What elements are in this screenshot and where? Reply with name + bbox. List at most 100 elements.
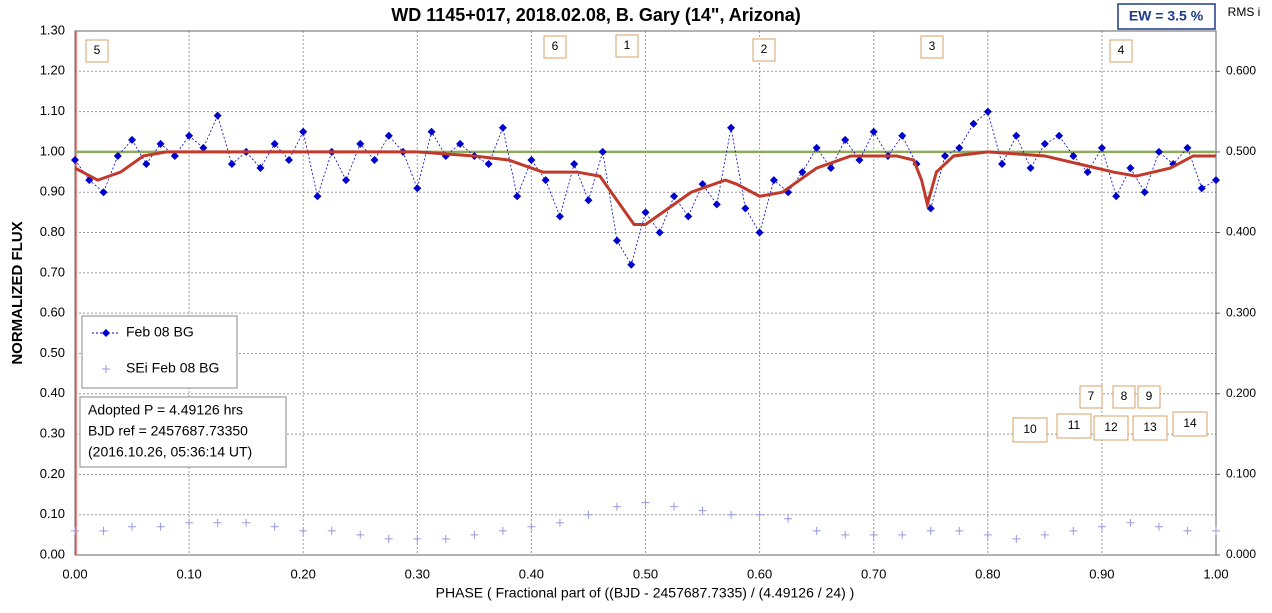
x-tick-label: 0.40 bbox=[519, 566, 544, 581]
data-point bbox=[1026, 164, 1035, 173]
data-point bbox=[641, 208, 650, 217]
data-point bbox=[555, 518, 564, 527]
info-line: BJD ref = 2457687.73350 bbox=[88, 423, 248, 439]
legend-label: SEi Feb 08 BG bbox=[126, 360, 219, 376]
x-axis-label: PHASE ( Fractional part of ((BJD - 24576… bbox=[436, 585, 855, 601]
data-point bbox=[598, 147, 607, 156]
data-point bbox=[1212, 176, 1220, 185]
data-point bbox=[1097, 143, 1106, 152]
annotation-box bbox=[543, 35, 567, 59]
x-tick-label: 0.00 bbox=[62, 566, 87, 581]
data-point bbox=[156, 522, 165, 531]
data-point bbox=[71, 526, 79, 535]
annotation-label: 2 bbox=[761, 42, 768, 56]
annotation-box bbox=[1112, 385, 1136, 409]
annotation-label: 5 bbox=[94, 43, 101, 57]
annotation-box bbox=[1132, 415, 1168, 441]
x-tick-label: 0.10 bbox=[176, 566, 201, 581]
annotation-label: 11 bbox=[1068, 418, 1081, 432]
annotation-label: 10 bbox=[1023, 422, 1037, 436]
x-tick-label: 0.70 bbox=[861, 566, 886, 581]
data-point bbox=[712, 200, 721, 209]
data-point bbox=[869, 127, 878, 136]
data-point bbox=[1097, 522, 1106, 531]
data-point bbox=[826, 164, 835, 173]
annotation-box bbox=[752, 38, 776, 62]
legend-label: Feb 08 BG bbox=[126, 324, 194, 340]
data-point bbox=[498, 526, 507, 535]
x-tick-label: 0.80 bbox=[975, 566, 1000, 581]
data-point bbox=[1212, 526, 1220, 535]
data-point bbox=[456, 139, 465, 148]
series-line bbox=[74, 150, 1216, 226]
legend-marker bbox=[102, 329, 110, 337]
y-tick-label: 0.80 bbox=[40, 224, 65, 239]
data-point bbox=[1040, 139, 1049, 148]
data-point bbox=[1040, 530, 1049, 539]
plot-frame bbox=[74, 30, 1217, 556]
data-point bbox=[313, 192, 322, 201]
data-point bbox=[684, 212, 693, 221]
data-point bbox=[213, 111, 222, 120]
y-tick-label: 1.20 bbox=[40, 63, 65, 78]
annotation-label: 8 bbox=[1121, 389, 1128, 403]
data-point bbox=[727, 510, 736, 519]
data-point bbox=[1183, 143, 1192, 152]
data-point bbox=[413, 534, 422, 543]
data-point bbox=[570, 160, 579, 169]
data-point bbox=[99, 188, 108, 197]
data-point bbox=[1055, 131, 1064, 140]
data-point bbox=[1069, 526, 1078, 535]
y-tick-label: 0.60 bbox=[40, 305, 65, 320]
data-point bbox=[142, 160, 151, 169]
data-point bbox=[1112, 192, 1121, 201]
data-point bbox=[541, 176, 550, 185]
annotation-box bbox=[1172, 411, 1208, 437]
data-point bbox=[926, 204, 935, 213]
data-point bbox=[284, 155, 293, 164]
data-point bbox=[427, 127, 436, 136]
data-point bbox=[1154, 522, 1163, 531]
data-point bbox=[969, 119, 978, 128]
data-point bbox=[213, 518, 222, 527]
annotation-box bbox=[1109, 39, 1133, 63]
annotation-label: 7 bbox=[1088, 389, 1095, 403]
data-point bbox=[384, 534, 393, 543]
x-tick-label: 1.00 bbox=[1203, 566, 1228, 581]
annotation-box bbox=[1056, 413, 1092, 439]
annotation-label: 12 bbox=[1104, 420, 1118, 434]
data-point bbox=[555, 212, 564, 221]
y-tick-label: 1.10 bbox=[40, 103, 65, 118]
data-point bbox=[128, 522, 137, 531]
data-point bbox=[242, 518, 251, 527]
data-point bbox=[755, 228, 764, 237]
data-point bbox=[983, 107, 992, 116]
data-point bbox=[470, 530, 479, 539]
data-point bbox=[769, 176, 778, 185]
data-point bbox=[1069, 151, 1078, 160]
y2-tick-label: 0.600 bbox=[1226, 63, 1256, 77]
data-point bbox=[655, 228, 664, 237]
data-point bbox=[185, 131, 194, 140]
y-tick-label: 0.10 bbox=[40, 506, 65, 521]
data-point bbox=[812, 143, 821, 152]
data-point bbox=[926, 526, 935, 535]
y-tick-label: 0.50 bbox=[40, 345, 65, 360]
annotation-box bbox=[615, 34, 639, 58]
data-point bbox=[1154, 147, 1163, 156]
data-point bbox=[199, 143, 208, 152]
data-point bbox=[441, 534, 450, 543]
data-point bbox=[1126, 518, 1135, 527]
y-tick-label: 0.40 bbox=[40, 385, 65, 400]
data-point bbox=[698, 506, 707, 515]
data-point bbox=[941, 151, 950, 160]
data-point bbox=[812, 526, 821, 535]
data-point bbox=[170, 151, 179, 160]
data-point bbox=[99, 526, 108, 535]
annotation-label: 14 bbox=[1183, 416, 1197, 430]
x-tick-label: 0.20 bbox=[291, 566, 316, 581]
data-point bbox=[156, 139, 165, 148]
data-point bbox=[1012, 534, 1021, 543]
data-point bbox=[113, 151, 122, 160]
